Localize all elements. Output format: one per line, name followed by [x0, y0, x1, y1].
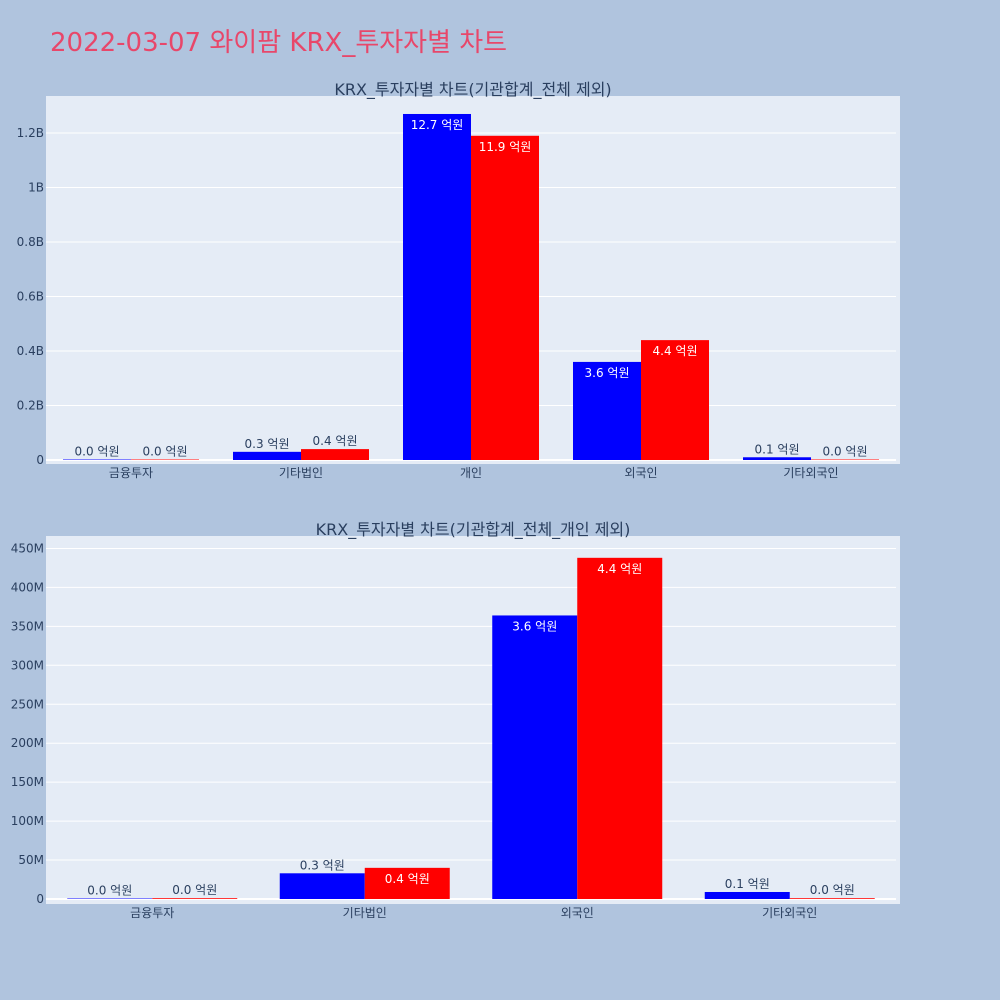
data-label: 11.9 억원	[479, 140, 532, 154]
data-label: 0.4 억원	[385, 872, 430, 886]
bar	[233, 451, 301, 460]
y-tick-label: 0	[36, 453, 44, 467]
bar	[63, 459, 131, 460]
bar	[152, 898, 238, 899]
bar	[279, 873, 365, 899]
bar	[67, 898, 153, 899]
y-tick-label: 400M	[11, 580, 44, 594]
data-label: 0.0 억원	[810, 883, 855, 897]
y-tick-label: 1.2B	[17, 126, 44, 140]
bar	[641, 340, 709, 460]
data-label: 0.4 억원	[313, 434, 358, 448]
y-tick-label: 450M	[11, 541, 44, 555]
x-tick-label: 개인	[460, 466, 482, 480]
bar	[789, 898, 875, 899]
plot-area	[46, 536, 900, 904]
y-tick-label: 0.2B	[17, 399, 44, 413]
chart-top: KRX_투자자별 차트(기관합계_전체 제외) 0 0.2B 0.4B 0.6B 0.8…	[17, 80, 900, 480]
data-label: 12.7 억원	[411, 118, 464, 132]
data-label: 0.1 억원	[725, 877, 770, 891]
page-title: 2022-03-07 와이팜 KRX_투자자별 차트	[50, 28, 508, 58]
y-tick-label: 150M	[11, 775, 44, 789]
y-tick-label: 250M	[11, 697, 44, 711]
y-tick-label: 0.6B	[17, 290, 44, 304]
data-label: 0.0 억원	[75, 445, 120, 459]
x-tick-label: 금융투자	[130, 906, 174, 920]
y-tick-label: 100M	[11, 814, 44, 828]
bar	[811, 459, 879, 460]
bar	[364, 867, 450, 899]
bar	[471, 135, 539, 460]
chart-title: KRX_투자자별 차트(기관합계_전체_개인 제외)	[316, 520, 631, 540]
x-tick-label: 금융투자	[109, 466, 153, 480]
bar	[704, 891, 790, 899]
data-label: 0.0 억원	[172, 883, 217, 897]
x-tick-label: 외국인	[561, 906, 594, 920]
data-label: 0.0 억원	[87, 884, 132, 898]
bar	[492, 615, 578, 899]
bar	[573, 361, 641, 460]
data-label: 4.4 억원	[653, 344, 698, 358]
data-label: 3.6 억원	[585, 366, 630, 380]
data-label: 0.3 억원	[245, 437, 290, 451]
chart-title: KRX_투자자별 차트(기관합계_전체 제외)	[334, 80, 611, 100]
bar	[577, 557, 663, 899]
x-tick-label: 기타법인	[343, 906, 387, 920]
x-tick-label: 외국인	[624, 466, 657, 480]
data-label: 4.4 억원	[597, 562, 642, 576]
x-tick-label: 기타외국인	[783, 466, 838, 480]
y-tick-label: 50M	[18, 853, 44, 867]
data-label: 0.3 억원	[300, 858, 345, 872]
data-label: 3.6 억원	[512, 619, 557, 633]
y-tick-label: 0.4B	[17, 344, 44, 358]
data-label: 0.0 억원	[823, 445, 868, 459]
chart-bottom: KRX_투자자별 차트(기관합계_전체_개인 제외) 0 50M 100M 150M 2…	[11, 520, 900, 920]
bar	[301, 449, 369, 460]
x-tick-label: 기타법인	[279, 466, 323, 480]
y-tick-label: 350M	[11, 619, 44, 633]
bar	[403, 113, 471, 461]
y-tick-label: 200M	[11, 736, 44, 750]
y-tick-label: 1B	[28, 181, 44, 195]
bar	[743, 457, 811, 460]
data-label: 0.1 억원	[755, 442, 800, 456]
data-label: 0.0 억원	[143, 445, 188, 459]
y-tick-label: 0	[36, 892, 44, 906]
y-tick-label: 300M	[11, 658, 44, 672]
bar	[131, 459, 199, 460]
x-tick-label: 기타외국인	[762, 906, 817, 920]
y-tick-label: 0.8B	[17, 235, 44, 249]
